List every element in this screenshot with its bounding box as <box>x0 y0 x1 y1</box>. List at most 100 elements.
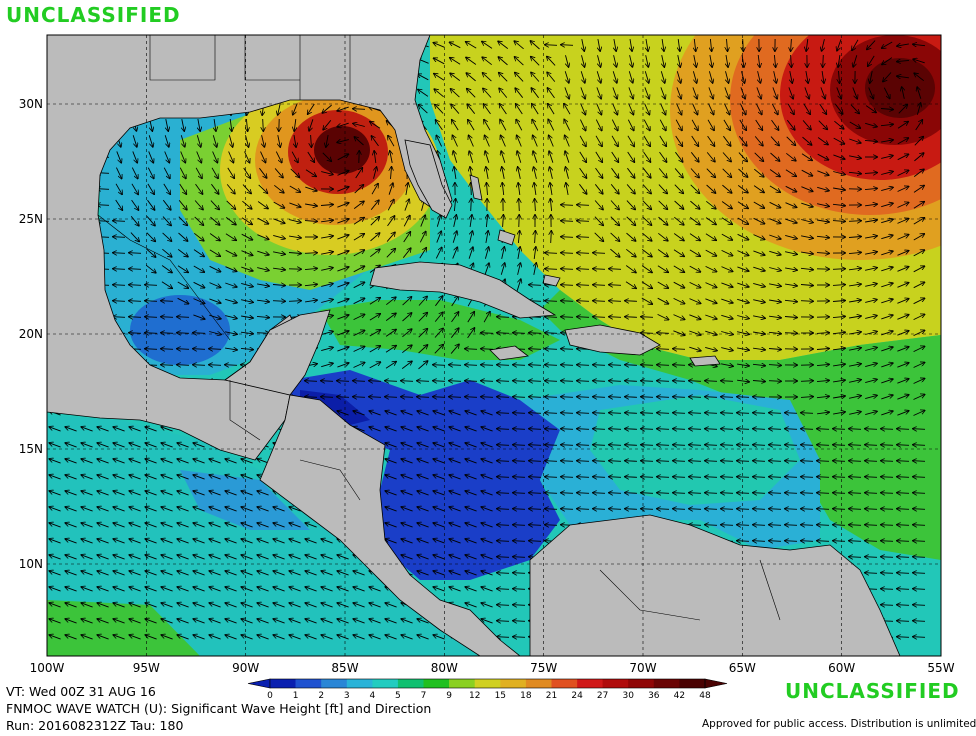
direction-arrow <box>738 152 747 162</box>
direction-arrow <box>737 266 748 271</box>
direction-arrow <box>832 221 845 222</box>
direction-arrow <box>753 397 766 398</box>
direction-arrow <box>561 413 574 414</box>
direction-arrow <box>806 39 808 51</box>
direction-arrow <box>581 55 585 67</box>
direction-arrow <box>832 269 845 270</box>
direction-arrow <box>897 589 910 590</box>
direction-arrow <box>129 333 142 334</box>
direction-arrow <box>657 461 670 462</box>
direction-arrow <box>897 122 908 129</box>
direction-arrow <box>881 219 893 224</box>
direction-arrow <box>577 429 590 430</box>
direction-arrow <box>321 268 333 271</box>
direction-arrow <box>881 429 894 430</box>
direction-arrow <box>722 184 731 193</box>
direction-arrow <box>721 429 734 430</box>
direction-arrow <box>849 557 862 558</box>
direction-arrow <box>194 232 203 240</box>
direction-arrow <box>721 249 733 255</box>
direction-arrow <box>625 413 638 414</box>
direction-arrow <box>450 73 461 81</box>
direction-arrow <box>497 509 510 510</box>
direction-arrow <box>545 525 558 526</box>
direction-arrow <box>849 509 862 510</box>
direction-arrow <box>529 285 542 286</box>
direction-arrow <box>881 589 894 590</box>
direction-arrow <box>113 221 126 222</box>
direction-arrow <box>705 397 718 398</box>
colorbar-label: 12 <box>469 691 480 701</box>
direction-arrow <box>289 220 301 223</box>
direction-arrow <box>482 42 493 49</box>
direction-arrow <box>593 381 606 382</box>
direction-arrow <box>801 541 814 542</box>
direction-arrow <box>289 202 300 207</box>
direction-arrow <box>753 201 764 208</box>
direction-arrow <box>853 55 858 66</box>
direction-arrow <box>643 119 650 131</box>
direction-arrow <box>513 365 526 366</box>
direction-arrow <box>131 167 137 179</box>
direction-arrow <box>883 72 892 82</box>
direction-arrow <box>230 118 232 131</box>
direction-arrow <box>148 151 154 162</box>
direction-arrow <box>721 413 734 414</box>
direction-arrow <box>515 88 524 98</box>
direction-arrow <box>518 231 519 244</box>
direction-arrow <box>198 119 200 131</box>
direction-arrow <box>161 333 174 334</box>
lon-label-90w: 90W <box>232 661 259 675</box>
direction-arrow <box>614 55 617 67</box>
longitude-labels: 100W 95W 90W 85W 80W 75W 70W 65W 60W 55W <box>30 661 955 675</box>
direction-arrow <box>369 397 382 398</box>
direction-arrow <box>304 221 317 222</box>
direction-arrow <box>706 184 716 193</box>
direction-arrow <box>549 136 554 147</box>
direction-arrow <box>545 461 558 462</box>
direction-arrow <box>561 253 574 254</box>
direction-arrow <box>486 167 488 179</box>
direction-arrow <box>769 461 782 462</box>
direction-arrow <box>147 199 155 210</box>
direction-arrow <box>534 167 537 179</box>
direction-arrow <box>689 233 700 241</box>
direction-arrow <box>450 42 461 49</box>
direction-arrow <box>657 365 670 366</box>
direction-arrow <box>848 221 861 222</box>
direction-arrow <box>753 525 766 526</box>
direction-arrow <box>499 73 508 82</box>
direction-arrow <box>545 365 558 366</box>
direction-arrow <box>481 397 494 398</box>
direction-arrow <box>593 365 606 366</box>
direction-arrow <box>484 120 491 131</box>
direction-arrow <box>385 397 398 398</box>
direction-arrow <box>545 253 558 254</box>
direction-arrow <box>849 493 862 494</box>
direction-arrow <box>865 493 878 494</box>
direction-arrow <box>914 153 923 162</box>
direction-arrow <box>180 135 184 146</box>
direction-arrow <box>515 73 524 82</box>
direction-arrow <box>452 231 457 243</box>
direction-arrow <box>816 253 829 254</box>
direction-arrow <box>469 151 474 163</box>
direction-arrow <box>502 167 504 179</box>
direction-arrow <box>244 151 250 163</box>
direction-arrow <box>755 119 763 130</box>
direction-arrow <box>273 218 284 223</box>
direction-arrow <box>593 413 606 414</box>
colorbar-swatch <box>628 679 655 688</box>
direction-arrow <box>833 171 845 175</box>
direction-arrow <box>193 349 206 350</box>
direction-arrow <box>502 247 505 259</box>
direction-arrow <box>164 135 169 146</box>
direction-arrow <box>225 217 236 224</box>
direction-arrow <box>769 169 780 177</box>
direction-arrow <box>689 217 700 224</box>
direction-arrow <box>833 137 845 144</box>
direction-arrow <box>241 282 253 286</box>
direction-arrow <box>545 493 558 494</box>
direction-arrow <box>785 202 797 208</box>
